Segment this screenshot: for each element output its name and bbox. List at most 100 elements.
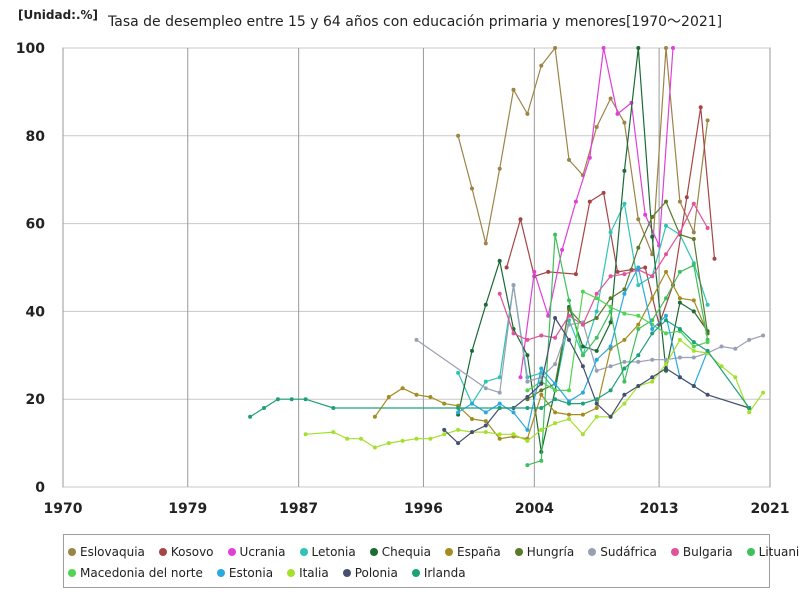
series-line-lituania xyxy=(527,234,709,466)
data-point-eslovaquia xyxy=(705,118,710,123)
data-point-letonia xyxy=(456,370,461,375)
data-point-sudafrica xyxy=(483,386,488,391)
unit-label: [Unidad:.%] xyxy=(18,8,99,22)
data-point-polonia xyxy=(539,381,544,386)
data-point-macedonia-del-norte xyxy=(664,331,668,336)
data-point-irlanda xyxy=(622,366,627,371)
data-point-italia xyxy=(594,414,599,419)
legend-label: Italia xyxy=(299,565,329,580)
legend-label: Kosovo xyxy=(170,544,214,559)
data-point-polonia xyxy=(594,401,599,406)
data-point-sudafrica xyxy=(622,359,627,364)
data-point-irlanda xyxy=(497,406,502,410)
series-group xyxy=(248,46,766,468)
data-point-eslovaquia xyxy=(470,186,474,191)
data-point-estonia xyxy=(497,401,502,406)
data-point-eslovaquia xyxy=(483,241,488,246)
data-point-polonia xyxy=(677,375,682,380)
legend-label: Polonia xyxy=(354,565,398,580)
data-point-hungria xyxy=(636,245,641,250)
data-point-chequia xyxy=(594,348,599,353)
data-point-polonia xyxy=(456,441,461,446)
legend-item: Eslovaquia xyxy=(68,545,145,559)
data-point-sudafrica xyxy=(594,368,599,373)
data-point-sudafrica xyxy=(761,333,766,338)
data-point-polonia xyxy=(553,316,558,320)
data-point-italia xyxy=(497,432,502,437)
legend-marker xyxy=(411,568,420,577)
legend-marker xyxy=(514,547,523,556)
data-point-hungria xyxy=(539,388,544,393)
data-point-espana xyxy=(580,412,585,417)
legend-label: Irlanda xyxy=(423,565,466,580)
data-point-estonia xyxy=(539,366,544,371)
data-point-hungria xyxy=(691,237,696,241)
data-point-italia xyxy=(345,436,350,441)
data-point-polonia xyxy=(567,337,571,342)
data-point-irlanda xyxy=(650,331,655,336)
data-point-chequia xyxy=(497,258,502,263)
x-tick-label: 1970 xyxy=(44,501,83,517)
data-point-italia xyxy=(539,427,544,432)
legend-marker xyxy=(369,547,378,556)
data-point-eslovaquia xyxy=(567,157,571,162)
data-point-polonia xyxy=(664,366,668,371)
data-point-polonia xyxy=(580,364,585,369)
x-tick-label: 1987 xyxy=(279,501,318,517)
data-point-sudafrica xyxy=(719,344,724,349)
data-point-estonia xyxy=(664,313,668,318)
data-point-espana xyxy=(497,436,502,441)
data-point-hungria xyxy=(567,307,571,312)
data-point-bulgaria xyxy=(511,331,516,336)
data-point-italia xyxy=(428,436,433,441)
data-point-chequia xyxy=(650,234,655,239)
data-point-italia xyxy=(525,438,530,443)
data-point-eslovaquia xyxy=(525,111,530,116)
data-point-italia xyxy=(331,430,336,435)
legend-label: Letonia xyxy=(311,544,356,559)
data-point-kosovo xyxy=(712,256,717,261)
data-point-estonia xyxy=(636,265,641,270)
data-point-sudafrica xyxy=(608,364,613,369)
data-point-italia xyxy=(553,421,558,426)
data-point-kosovo xyxy=(698,105,703,110)
chart-legend: Eslovaquia Kosovo Ucrania Letonia Chequia Esp… xyxy=(63,534,800,588)
data-point-irlanda xyxy=(567,401,571,406)
data-point-kosovo xyxy=(601,190,606,195)
data-point-italia xyxy=(359,436,363,441)
data-point-chequia xyxy=(677,300,682,305)
data-point-letonia xyxy=(483,379,488,384)
data-point-macedonia-del-norte xyxy=(553,388,558,393)
data-point-chequia xyxy=(622,168,627,173)
data-point-hungria xyxy=(650,215,655,219)
data-point-kosovo xyxy=(587,199,592,204)
data-point-espana xyxy=(442,401,447,406)
data-point-irlanda xyxy=(525,406,530,410)
data-point-chequia xyxy=(470,348,474,353)
data-point-italia xyxy=(400,438,405,443)
data-point-irlanda xyxy=(691,340,696,345)
data-point-polonia xyxy=(622,392,627,397)
data-point-kosovo xyxy=(573,272,578,277)
data-point-macedonia-del-norte xyxy=(691,344,696,349)
legend-marker xyxy=(342,568,351,577)
legend-label: Lituania xyxy=(758,544,800,559)
legend-item: Polonia xyxy=(342,565,398,580)
legend-label: Hungría xyxy=(526,544,575,559)
data-point-irlanda xyxy=(248,414,253,419)
data-point-eslovaquia xyxy=(677,199,682,204)
data-point-estonia xyxy=(456,410,461,415)
data-point-espana xyxy=(677,296,682,301)
series-line-ucrania xyxy=(519,47,674,378)
data-point-eslovaquia xyxy=(622,120,627,125)
data-point-ucrania xyxy=(587,155,592,160)
data-point-espana xyxy=(386,395,391,399)
data-point-sudafrica xyxy=(553,362,558,367)
data-point-eslovaquia xyxy=(456,133,461,138)
data-point-estonia xyxy=(580,390,585,395)
data-point-sudafrica xyxy=(525,379,530,384)
data-point-estonia xyxy=(553,381,558,386)
data-point-macedonia-del-norte xyxy=(622,311,627,316)
data-point-letonia xyxy=(664,223,668,228)
data-point-espana xyxy=(553,410,558,415)
